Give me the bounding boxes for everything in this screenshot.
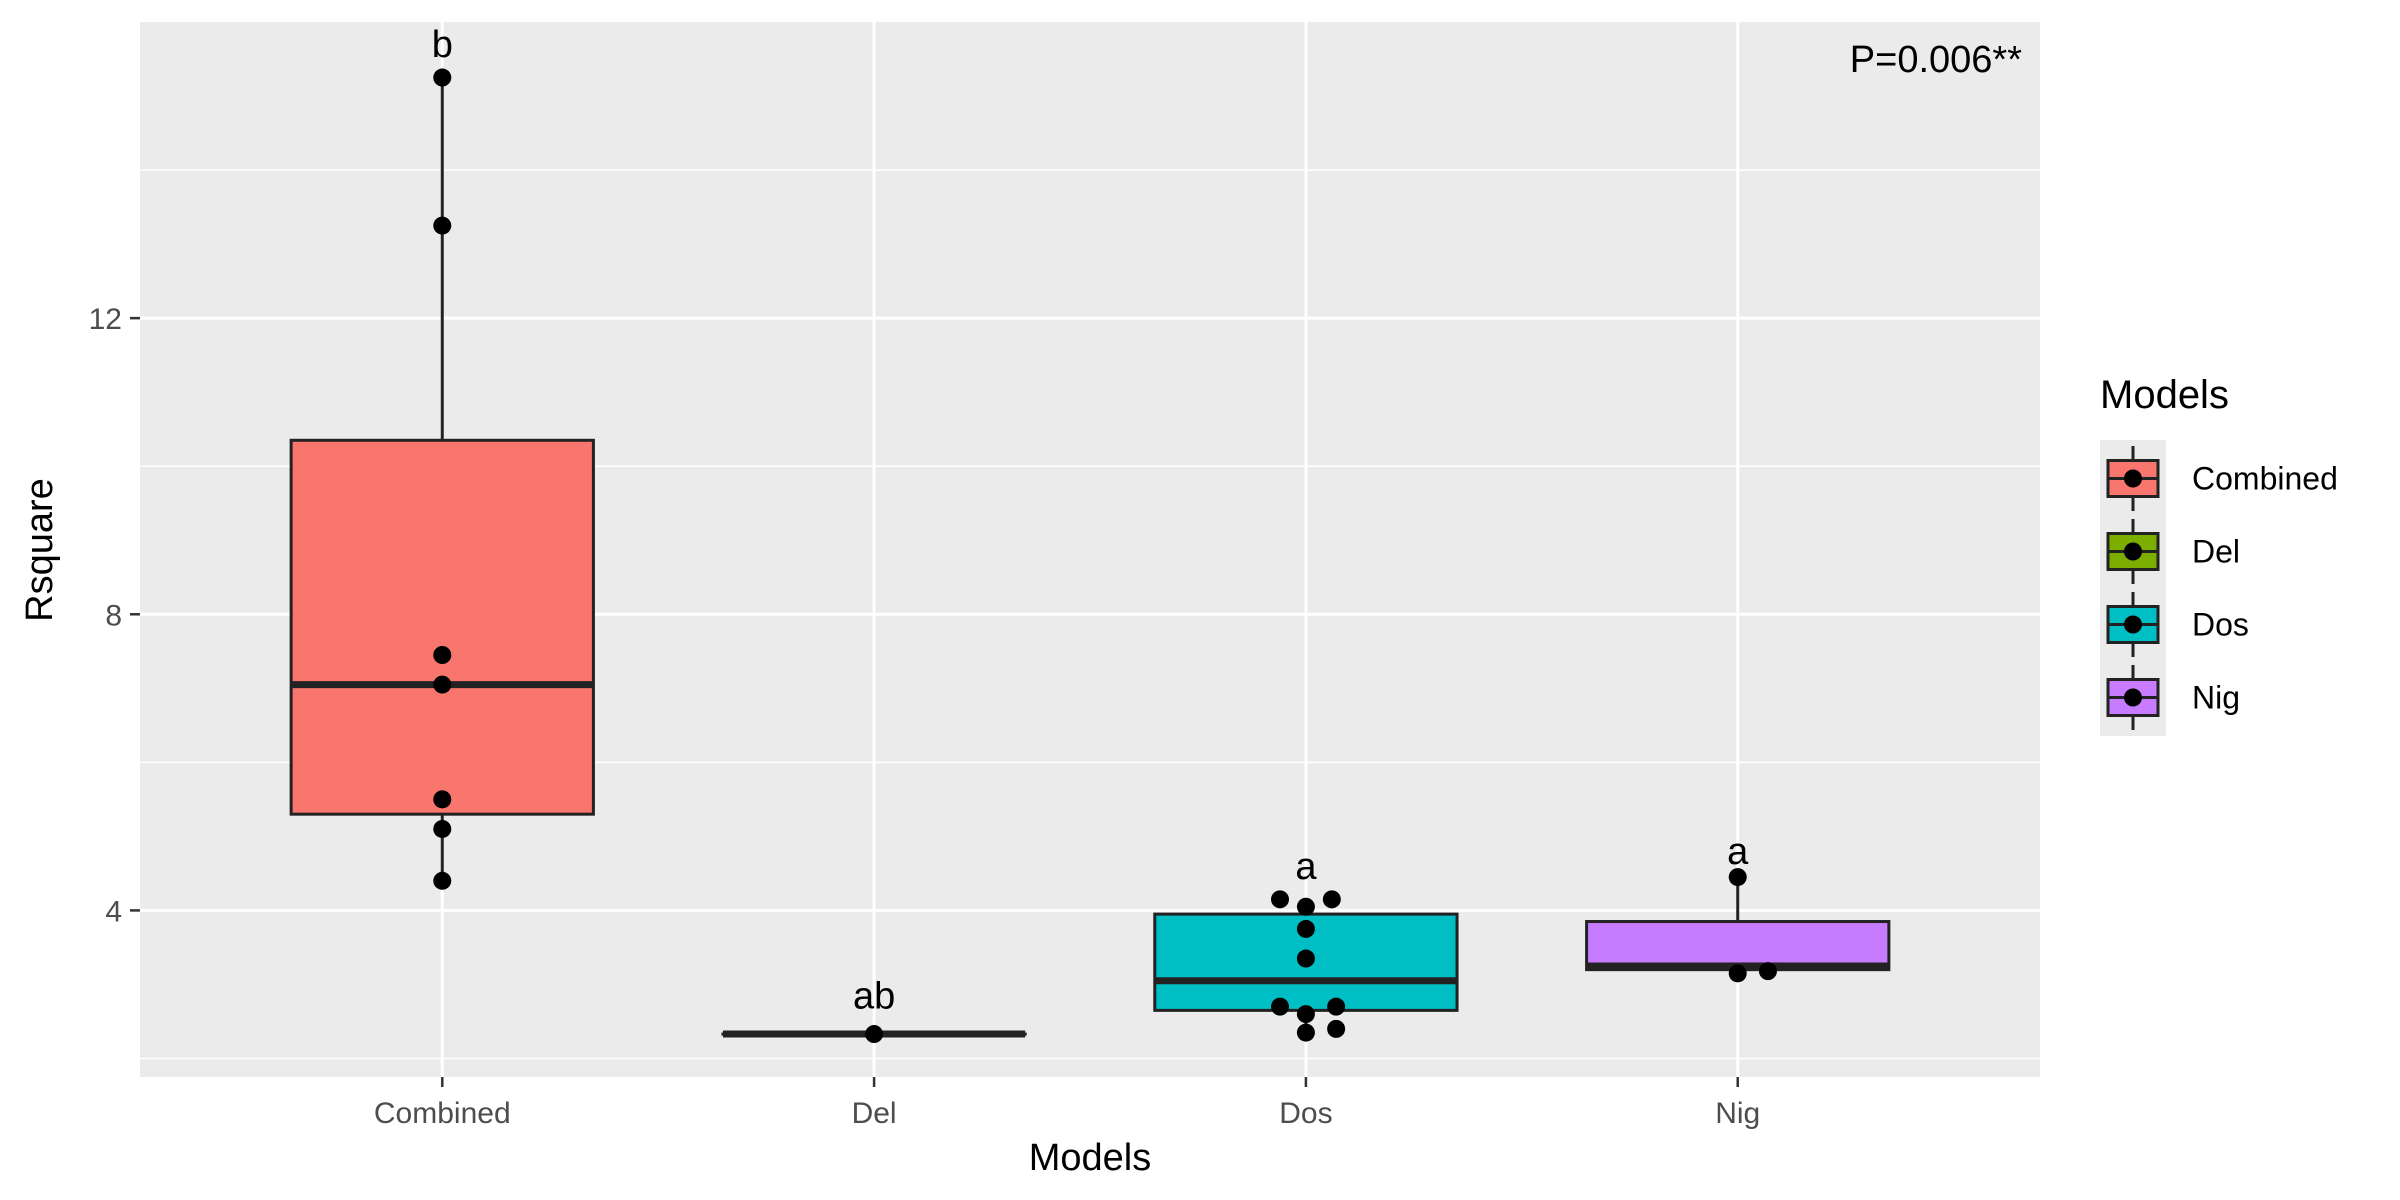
x-tick-label: Del — [852, 1097, 897, 1130]
data-point — [433, 675, 452, 694]
data-point — [1296, 897, 1315, 916]
data-point — [433, 646, 452, 664]
legend-label: Del — [2192, 534, 2240, 570]
x-tick-label: Combined — [374, 1097, 511, 1130]
p-value-annotation: P=0.006** — [1850, 39, 2022, 81]
data-point — [1327, 997, 1346, 1016]
significance-letter: a — [1727, 831, 1749, 873]
legend: Models Combined Del Dos Nig — [2100, 373, 2338, 736]
box-combined — [289, 438, 595, 816]
data-point — [433, 216, 452, 235]
data-point — [1327, 1019, 1346, 1038]
legend-key-point — [2124, 688, 2142, 707]
data-point — [1728, 964, 1747, 983]
significance-letters: b ab a a — [432, 24, 1749, 1017]
data-point — [433, 790, 452, 809]
data-point — [1271, 997, 1289, 1016]
y-axis: 4 8 12 — [89, 303, 140, 928]
legend-label: Nig — [2192, 680, 2240, 716]
legend-label: Dos — [2192, 607, 2249, 643]
legend-label: Combined — [2192, 461, 2338, 497]
x-axis-title: Models — [1029, 1137, 1152, 1179]
data-point — [1728, 868, 1747, 887]
legend-key-point — [2124, 469, 2142, 488]
x-tick-label: Nig — [1715, 1097, 1760, 1130]
data-point — [433, 871, 452, 890]
y-axis-title: Rsquare — [19, 478, 61, 622]
legend-key-point — [2124, 542, 2142, 561]
data-point — [1322, 890, 1341, 909]
significance-letter: ab — [853, 976, 895, 1018]
data-point — [433, 68, 452, 87]
y-tick-label: 8 — [105, 599, 122, 632]
significance-letter: a — [1295, 846, 1317, 888]
y-tick-label: 12 — [89, 303, 122, 336]
data-point — [1296, 919, 1315, 938]
data-point — [865, 1025, 884, 1044]
x-tick-label: Dos — [1279, 1097, 1332, 1130]
data-point — [1758, 962, 1777, 981]
data-point — [1296, 949, 1315, 968]
data-point — [1296, 1023, 1315, 1042]
data-point — [433, 819, 452, 838]
data-point — [1271, 890, 1289, 909]
x-axis: Combined Del Dos Nig — [374, 1077, 1760, 1130]
box-nig — [1585, 920, 1891, 972]
y-tick-label: 4 — [105, 895, 122, 928]
data-points — [433, 68, 1777, 1044]
legend-key-point — [2124, 615, 2142, 634]
legend-title: Models — [2100, 373, 2229, 417]
data-point — [1296, 1005, 1315, 1024]
significance-letter: b — [432, 24, 453, 66]
